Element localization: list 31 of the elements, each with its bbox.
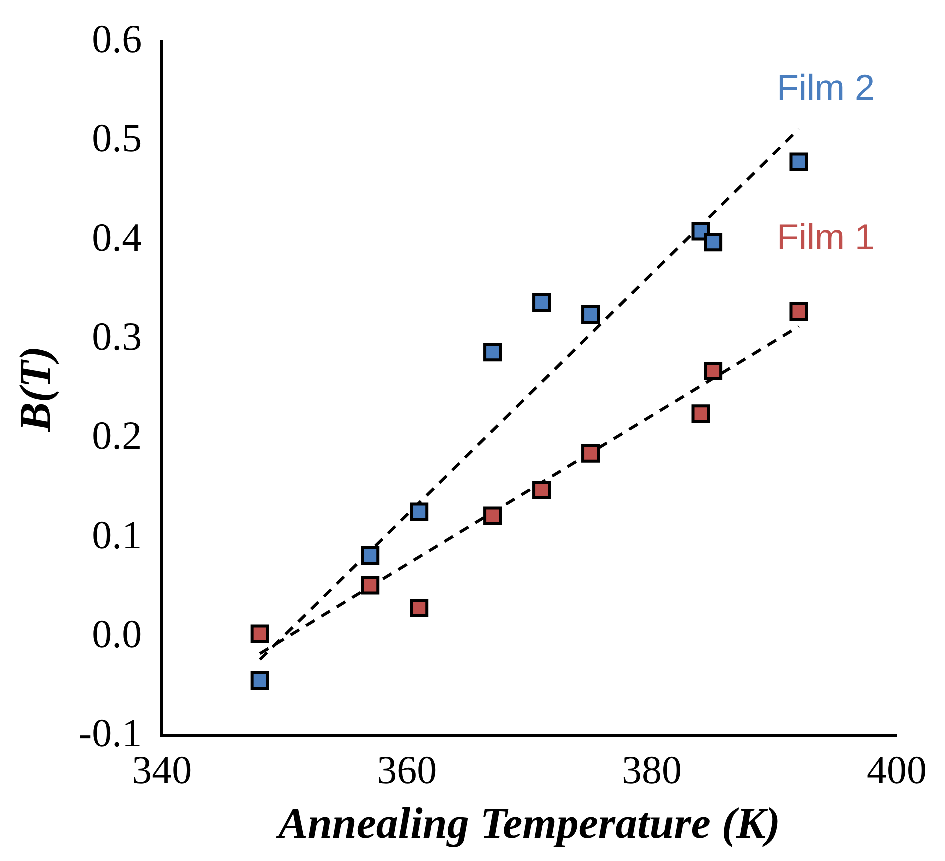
y-tick-label: 0.2 (92, 413, 142, 458)
y-tick-label: 0.6 (92, 16, 142, 62)
point (250, 671, 270, 690)
y-tick-label: 0.1 (92, 512, 142, 558)
point (790, 152, 808, 172)
point (410, 598, 429, 618)
series-label: Film 1 (777, 216, 876, 258)
point (410, 502, 429, 522)
point (704, 362, 723, 381)
y-tick-label: 0.0 (92, 612, 142, 657)
x-tick-label: 400 (867, 748, 927, 793)
x-tick-label: 360 (377, 748, 438, 793)
point (532, 480, 552, 500)
y-tick-label: 0.5 (92, 116, 142, 161)
point (582, 444, 600, 463)
point (790, 302, 808, 322)
point (704, 233, 723, 252)
point (692, 404, 710, 424)
x-tick-label: 380 (622, 748, 682, 793)
point (582, 305, 600, 324)
x-axis-title: Annealing Temperature (K) (276, 798, 781, 848)
point (484, 506, 502, 526)
y-axis-title: B(T) (10, 346, 60, 433)
point (250, 624, 270, 644)
point (484, 343, 502, 362)
point (361, 576, 380, 595)
point (361, 546, 380, 565)
series-label: Film 2 (777, 66, 876, 108)
point (532, 294, 552, 312)
y-tick-label: 0.3 (92, 314, 142, 360)
y-tick-label: 0.4 (92, 214, 142, 260)
